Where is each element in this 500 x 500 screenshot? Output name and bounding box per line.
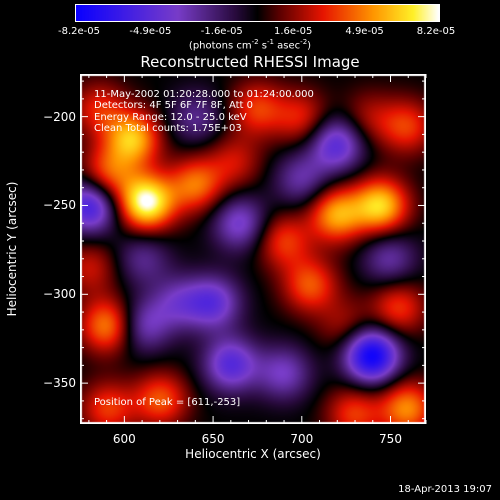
x-tick-label: 700 <box>290 432 314 446</box>
annotation-peak: Position of Peak = [611,-253] <box>94 397 241 408</box>
x-tick-label: 750 <box>379 432 402 446</box>
y-tick-label: −300 <box>43 287 76 302</box>
colorbar-tick-label: -8.2e-05 <box>58 26 100 37</box>
annotation-time-range: 11-May-2002 01:20:28.000 to 01:24:00.000 <box>94 89 314 100</box>
colorbar-tick-label: -4.9e-05 <box>129 26 172 37</box>
annotation-clean: Clean Total counts: 1.75E+03 <box>94 123 242 134</box>
colorbar-tick-label: 8.2e-05 <box>416 26 456 37</box>
chart-title: Reconstructed RHESSI Image <box>140 53 360 71</box>
colorbar-tick-label: 1.6e-05 <box>273 26 313 37</box>
x-axis-label: Heliocentric X (arcsec) <box>185 447 321 461</box>
annotation-detectors: Detectors: 4F 5F 6F 7F 8F, Att 0 <box>94 100 254 111</box>
colorbar-tick-label: 4.9e-05 <box>345 26 384 37</box>
y-tick-label: −200 <box>43 109 76 124</box>
colorbar-tick-label: -1.6e-05 <box>200 26 243 37</box>
y-axis-label: Heliocentric Y (arcsec) <box>5 181 19 317</box>
y-tick-label: −350 <box>43 376 76 391</box>
colorbar-units: (photons cm-2 s-1 asec-2) <box>188 38 312 52</box>
colorbar <box>75 4 440 22</box>
annotation-energy: Energy Range: 12.0 - 25.0 keV <box>94 112 247 123</box>
y-tick-label: −250 <box>43 198 76 213</box>
x-tick-label: 650 <box>201 432 225 446</box>
x-tick-label: 600 <box>112 432 136 446</box>
heatmap-image <box>80 74 426 424</box>
timestamp: 18-Apr-2013 19:07 <box>398 484 492 495</box>
